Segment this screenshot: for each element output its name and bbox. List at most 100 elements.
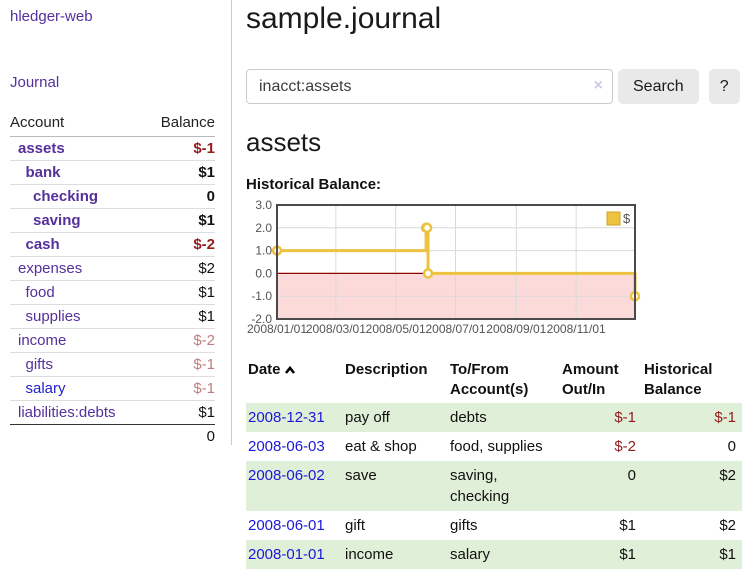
account-link[interactable]: income — [18, 332, 67, 349]
account-link[interactable]: supplies — [25, 308, 81, 325]
transaction-date-cell: 2008-12-31 — [246, 403, 343, 432]
account-heading: assets — [246, 127, 322, 157]
y-axis-tick-label: -1.0 — [251, 289, 272, 303]
account-balance: $2 — [198, 260, 215, 277]
account-row: bank $1 — [10, 161, 215, 185]
help-button[interactable]: ? — [708, 69, 740, 104]
y-axis-tick-label: 1.0 — [255, 244, 272, 258]
accounts-table: Account Balance assets $-1 bank $1 checking 0… — [10, 112, 215, 449]
account-balance: $-2 — [193, 332, 215, 349]
transaction-amount: $-2 — [614, 438, 636, 455]
account-balance: $-1 — [193, 356, 215, 373]
transaction-row: 2008-12-31 pay off debts $-1 $-1 — [246, 403, 742, 432]
app-window: hledger-web Journal Account Balance asse… — [0, 0, 742, 569]
transaction-date-link[interactable]: 2008-12-31 — [248, 409, 325, 426]
data-point-marker — [422, 268, 434, 279]
account-link[interactable]: salary — [25, 380, 66, 397]
transaction-accounts: saving, checking — [450, 467, 510, 505]
account-row: liabilities:debts $1 — [10, 401, 215, 425]
register-header-description: Description — [345, 361, 428, 378]
x-axis-tick-label: 2008/09/01 — [486, 322, 546, 336]
account-row: gifts $-1 — [10, 353, 215, 377]
transaction-balance: 0 — [727, 438, 736, 455]
search-box: × — [246, 69, 613, 104]
transaction-accounts: food, supplies — [450, 438, 543, 455]
account-balance: $1 — [198, 308, 215, 325]
y-axis-tick-label: -2.0 — [251, 312, 272, 326]
chart-heading: Historical Balance: — [246, 176, 382, 193]
transaction-row: 2008-01-01 income salary $1 $1 — [246, 540, 742, 569]
clear-search-icon[interactable]: × — [593, 77, 603, 94]
transaction-amount: $1 — [619, 517, 636, 534]
register-table-header: Date Description To/From Account(s) Amou… — [246, 357, 742, 403]
x-axis-tick-label: 2008/07/01 — [425, 322, 485, 336]
y-axis-tick-label: 3.0 — [255, 198, 272, 212]
transaction-balance: $1 — [719, 546, 736, 563]
account-row: salary $-1 — [10, 377, 215, 401]
transaction-date-link[interactable]: 2008-01-01 — [248, 546, 325, 563]
sidebar-item-journal[interactable]: Journal — [10, 74, 60, 91]
account-row: income $-2 — [10, 329, 215, 353]
sidebar: hledger-web Journal Account Balance asse… — [0, 0, 232, 445]
transaction-accounts: gifts — [450, 517, 478, 534]
account-row: expenses $2 — [10, 257, 215, 281]
search-form: × Search ? — [246, 69, 742, 104]
account-link[interactable]: checking — [33, 188, 99, 205]
transaction-description: save — [345, 467, 377, 484]
transaction-amount: 0 — [627, 467, 636, 484]
account-row: checking 0 — [10, 185, 215, 209]
account-link[interactable]: gifts — [25, 356, 54, 373]
register-header-date: Date — [248, 361, 281, 378]
transaction-accounts: salary — [450, 546, 491, 563]
account-link[interactable]: saving — [33, 212, 81, 229]
account-balance: $1 — [198, 164, 215, 181]
transaction-row: 2008-06-02 save saving, checking 0 $2 — [246, 461, 742, 511]
transaction-date-link[interactable]: 2008-06-02 — [248, 467, 325, 484]
x-axis-tick-label: 2008/03/01 — [306, 322, 366, 336]
register-header-balance: Historical Balance — [644, 361, 713, 398]
account-link[interactable]: liabilities:debts — [18, 404, 116, 421]
register-rows: 2008-12-31 pay off debts $-1 $-1 2008-06-03 ea… — [246, 403, 742, 569]
account-link[interactable]: expenses — [18, 260, 83, 277]
account-balance: $1 — [198, 284, 215, 301]
transaction-accounts: debts — [450, 409, 487, 426]
account-row: saving $1 — [10, 209, 215, 233]
transaction-description: gift — [345, 517, 366, 534]
account-balance: $1 — [198, 404, 215, 421]
account-row: cash $-2 — [10, 233, 215, 257]
account-link[interactable]: cash — [25, 236, 60, 253]
sort-by-date-button[interactable]: Date — [248, 361, 296, 378]
account-link[interactable]: assets — [18, 140, 65, 157]
y-axis-tick-label: 2.0 — [255, 221, 272, 235]
plot-border — [276, 204, 636, 320]
transaction-amount: $1 — [619, 546, 636, 563]
account-balance: $1 — [198, 212, 215, 229]
account-balance: 0 — [206, 188, 215, 205]
transaction-date-cell: 2008-06-03 — [246, 432, 343, 461]
transaction-date-link[interactable]: 2008-06-01 — [248, 517, 325, 534]
transaction-description: eat & shop — [345, 438, 417, 455]
transaction-amount: $-1 — [614, 409, 636, 426]
register-header-accounts: To/From Account(s) — [450, 361, 529, 398]
legend-label: $ — [623, 211, 631, 226]
search-input[interactable] — [246, 69, 613, 104]
x-axis-tick-label: 2008/01/01 — [247, 322, 307, 336]
register-table: Date Description To/From Account(s) Amou… — [246, 357, 742, 569]
transaction-date-link[interactable]: 2008-06-03 — [248, 438, 325, 455]
account-balance: $-1 — [193, 380, 215, 397]
legend-swatch — [606, 211, 621, 226]
search-button[interactable]: Search — [618, 69, 699, 104]
account-link[interactable]: bank — [25, 164, 61, 181]
sort-ascending-icon — [284, 365, 295, 374]
accounts-header-account: Account — [10, 114, 65, 131]
transaction-date-cell: 2008-06-02 — [246, 461, 343, 511]
transaction-balance: $-1 — [714, 409, 736, 426]
account-link[interactable]: food — [25, 284, 55, 301]
register-header-amount: Amount Out/In — [562, 361, 619, 398]
app-title-link[interactable]: hledger-web — [10, 8, 93, 25]
data-point-marker — [421, 222, 433, 234]
accounts-total-row: 0 — [10, 425, 215, 449]
historical-balance-chart: $3.0 2.0 1.0 0.0 -1.0 -2.02008/01/012008/03/0… — [247, 198, 641, 336]
transaction-row: 2008-06-01 gift gifts $1 $2 — [246, 511, 742, 540]
transaction-date-cell: 2008-06-01 — [246, 511, 343, 540]
